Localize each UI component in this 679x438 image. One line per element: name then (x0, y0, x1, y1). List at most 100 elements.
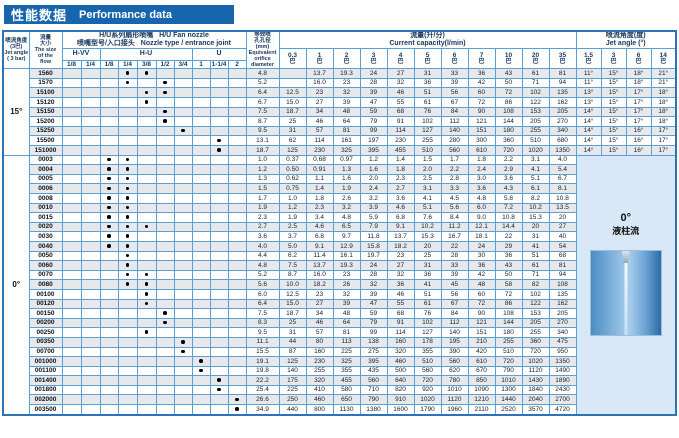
joint-dot-cell (191, 279, 211, 290)
capacity-cell: 2.2 (494, 154, 523, 166)
capacity-cell: 460 (386, 356, 415, 367)
capacity-cell: 138 (359, 336, 388, 348)
joint-dot-cell (173, 116, 193, 127)
capacity-cell: 360 (494, 135, 523, 147)
capacity-cell: 48 (467, 279, 496, 290)
capacity-cell: 48 (332, 106, 361, 118)
joint-dot-cell (117, 97, 138, 108)
capacity-cell: 1.1 (305, 173, 334, 185)
joint-dot-cell (209, 356, 229, 367)
capacity-cell: 360 (521, 336, 550, 348)
capacity-cell: 720 (494, 356, 523, 367)
selection-dot (144, 292, 149, 296)
header-joint-size-h-u-1/2: 1/2 (155, 59, 175, 70)
joint-dot-cell (99, 135, 119, 147)
capacity-cell: 3.2 (332, 202, 361, 214)
joint-dot-cell (191, 308, 211, 319)
performance-table: 喷流角度 (3巴) Jet angle ( 3 bar) 流量 大小 The s… (2, 30, 677, 416)
joint-dot-cell (173, 145, 193, 156)
joint-dot-cell (80, 87, 101, 99)
capacity-cell: 610 (467, 356, 496, 367)
joint-dot-cell (173, 77, 193, 89)
selection-dot (107, 244, 111, 248)
angle-cell: 18° (650, 116, 677, 127)
joint-dot-cell (99, 298, 119, 310)
capacity-cell: 2.0 (359, 173, 388, 185)
orifice-cell: 1.3 (245, 173, 280, 185)
selection-dot (125, 196, 130, 200)
flow-code: 151000 (28, 145, 63, 156)
capacity-cell: 420 (467, 346, 496, 358)
selection-dot (125, 205, 130, 210)
joint-dot-cell (61, 356, 82, 367)
capacity-cell: 195 (440, 336, 469, 348)
capacity-cell: 4.8 (467, 193, 496, 204)
capacity-cell: 9.1 (386, 221, 415, 233)
orifice-cell: 8.3 (245, 317, 280, 329)
joint-dot-cell (117, 193, 138, 204)
table-row: 00100 6.0 12.5 23 32 39 46 51 56 60 72 102 135 (3, 288, 676, 300)
joint-dot-cell (173, 87, 193, 99)
joint-dot-cell (191, 212, 211, 223)
capacity-cell: 81 (548, 68, 577, 79)
capacity-cell: 800 (305, 404, 334, 416)
header-nozzle-type-u: U (191, 48, 247, 61)
joint-dot-cell (117, 356, 138, 367)
joint-dot-cell (117, 308, 138, 319)
header-joint-size-h-vv-1/8: 1/8 (61, 59, 82, 70)
joint-dot-cell (61, 327, 82, 338)
capacity-cell: 20 (413, 240, 442, 252)
capacity-cell: 36 (467, 260, 496, 271)
joint-dot-cell (136, 193, 157, 204)
joint-dot-cell (80, 269, 101, 281)
capacity-cell: 31 (521, 231, 550, 242)
joint-dot-cell (99, 68, 119, 79)
capacity-cell: 46 (386, 288, 415, 300)
joint-dot-cell (61, 106, 82, 118)
capacity-cell: 34 (305, 106, 334, 118)
angle-cell: 15° (600, 116, 627, 127)
table-row: 002000 26.6 250 460 650 790 910 1020 1120 1210 144… (3, 394, 676, 406)
joint-dot-cell (155, 154, 175, 166)
capacity-cell: 10.8 (548, 193, 577, 204)
joint-dot-cell (136, 384, 157, 396)
capacity-cell: 2.5 (413, 173, 442, 185)
joint-dot-cell (227, 202, 247, 214)
joint-dot-cell (80, 221, 101, 233)
joint-dot-cell (227, 221, 247, 233)
joint-dot-cell (61, 97, 82, 108)
capacity-cell: 79 (359, 317, 388, 329)
capacity-cell: 2.0 (413, 164, 442, 175)
capacity-cell: 0.68 (305, 154, 334, 166)
joint-dot-cell (227, 384, 247, 396)
orifice-cell: 1.0 (245, 154, 280, 166)
header-nozzle-type-h-vv: H-VV (61, 48, 101, 61)
capacity-cell: 60 (467, 288, 496, 300)
capacity-cell: 99 (359, 125, 388, 137)
selection-dot (163, 109, 167, 114)
capacity-cell: 90 (467, 106, 496, 118)
selection-dot (107, 234, 111, 238)
joint-dot-cell (173, 384, 193, 396)
capacity-cell: 1350 (548, 145, 577, 156)
joint-dot-cell (173, 106, 193, 118)
capacity-cell: 6.7 (548, 173, 577, 185)
capacity-cell: 440 (278, 404, 307, 416)
table-row: 001100 19.8 140 255 355 435 500 560 620 670 790 112… (3, 365, 676, 377)
angle-cell: 18° (650, 106, 677, 118)
capacity-cell: 7.9 (359, 221, 388, 233)
joint-dot-cell (173, 317, 193, 329)
joint-dot-cell (155, 68, 175, 79)
joint-dot-cell (61, 125, 82, 137)
joint-dot-cell (209, 404, 229, 416)
angle-cell: 17° (625, 106, 652, 118)
capacity-cell: 72 (467, 97, 496, 108)
capacity-cell: 1.4 (305, 183, 334, 194)
joint-dot-cell (61, 365, 82, 377)
capacity-cell: 790 (359, 394, 388, 406)
joint-dot-cell (209, 87, 229, 99)
capacity-cell: 2.3 (305, 202, 334, 214)
joint-dot-cell (80, 116, 101, 127)
capacity-cell: 23 (332, 77, 361, 89)
